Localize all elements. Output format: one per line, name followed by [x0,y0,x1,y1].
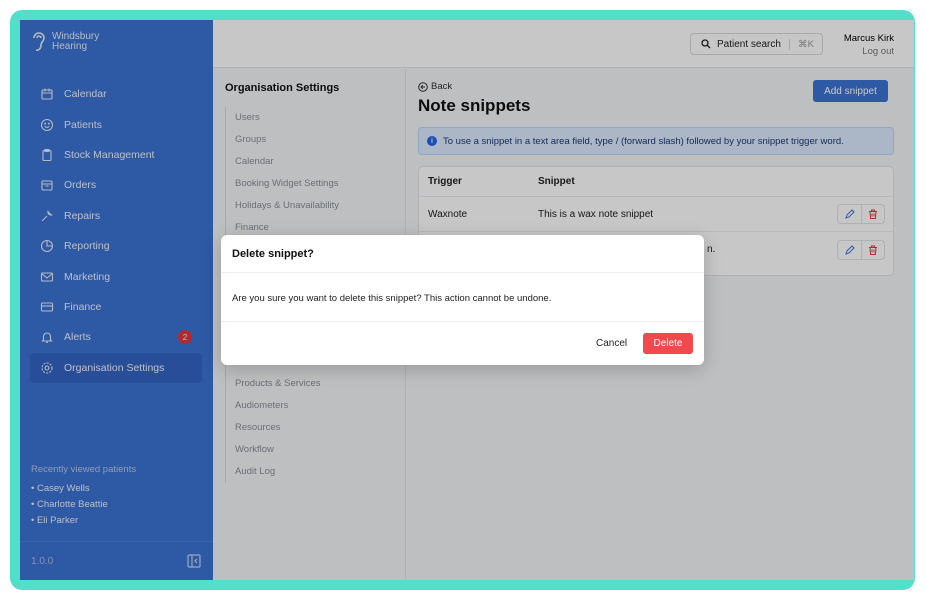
delete-button[interactable] [861,240,884,259]
calendar-icon [41,88,53,100]
delete-snippet-dialog: Delete snippet? Are you sure you want to… [221,235,704,365]
trash-icon [869,245,877,255]
subnav-item[interactable]: Audiometers [235,399,289,411]
sidebar-item-label: Repairs [64,209,101,222]
table-row: n. [419,232,893,267]
table-row: Waxnote This is a wax note snippet [419,197,893,232]
pie-chart-icon [40,240,54,253]
sidebar-item-marketing[interactable]: Marketing [30,261,202,291]
search-shortcut: ⌘K [789,38,822,50]
subnav-item[interactable]: Finance [235,222,269,234]
sidebar-item-repairs[interactable]: Repairs [30,201,202,231]
trash-icon [869,209,877,219]
info-icon: i [427,136,437,146]
sidebar-footer: 1.0.0 [20,541,213,580]
sidebar-item-label: Patients [64,118,102,131]
table-header: Trigger Snippet [419,167,893,197]
logo: Windsbury Hearing [30,30,99,54]
sidebar-item-label: Marketing [64,270,111,283]
sidebar-item-label: Finance [64,300,102,313]
bell-icon [41,332,53,344]
row-trigger: Waxnote [428,208,468,220]
subnav-item[interactable]: Workflow [235,443,274,455]
gear-icon [41,362,53,374]
delete-button[interactable]: Delete [643,333,693,354]
recent-patient[interactable]: • Eli Parker [31,515,79,526]
ear-icon [33,32,45,51]
brand-line-1: Windsbury [52,31,100,42]
cancel-button[interactable]: Cancel [596,338,628,349]
recent-patients: Recently viewed patients • Casey Wells •… [31,464,136,531]
subnav-item[interactable]: Calendar [235,156,274,168]
sidebar-item-alerts[interactable]: Alerts 2 [30,322,202,352]
logout-link[interactable]: Log out [862,46,894,57]
sidebar-item-reporting[interactable]: Reporting [30,231,202,261]
arrow-left-circle-icon [418,81,428,92]
row-snippet: This is a wax note snippet [538,208,654,220]
sidebar-item-finance[interactable]: Finance [30,292,202,322]
subnav-item[interactable]: Users [235,112,260,123]
user-name: Marcus Kirk [843,33,894,44]
box-icon [41,180,53,191]
version: 1.0.0 [31,556,54,567]
sidebar-item-label: Calendar [64,88,107,101]
search-label: Patient search [717,38,781,50]
pencil-icon [844,244,855,255]
dialog-message: Are you sure you want to delete this sni… [221,273,704,322]
search-icon [701,39,711,49]
alerts-badge: 2 [178,330,192,345]
recent-patient[interactable]: • Casey Wells [31,483,90,494]
subnav-item[interactable]: Resources [235,421,281,433]
sidebar: Windsbury Hearing Calendar Patients Stock M… [20,20,213,580]
top-bar: Patient search ⌘K Marcus Kirk Log out [213,20,914,68]
brand-line-2: Hearing [52,41,88,52]
collapse-sidebar-icon[interactable] [187,554,201,568]
row-snippet: n. [707,244,716,255]
edit-button[interactable] [838,241,861,259]
recent-title: Recently viewed patients [31,464,137,475]
wrench-icon [41,209,53,222]
edit-button[interactable] [838,205,861,223]
sidebar-nav: Calendar Patients Stock Management Orders Re… [30,79,202,383]
add-snippet-button[interactable]: Add snippet [813,80,888,102]
patient-search-button[interactable]: Patient search ⌘K [690,33,823,55]
subnav-item[interactable]: Holidays & Unavailability [235,200,340,212]
subnav-item[interactable]: Audit Log [235,465,276,477]
sidebar-item-patients[interactable]: Patients [30,109,202,139]
subnav-title: Organisation Settings [225,82,340,94]
delete-button[interactable] [861,205,884,223]
smile-icon [40,118,54,131]
back-label: Back [431,81,453,92]
sidebar-item-label: Stock Management [64,148,155,161]
recent-patient[interactable]: • Charlotte Beattie [31,499,108,510]
sidebar-item-organisation-settings[interactable]: Organisation Settings [30,352,202,383]
column-trigger: Trigger [428,176,462,187]
row-actions [837,239,885,260]
info-banner: i To use a snippet in a text area field,… [418,127,894,155]
page-title: Note snippets [418,96,531,115]
credit-card-icon [40,302,54,312]
dialog-title: Delete snippet? [221,235,704,273]
column-snippet: Snippet [538,176,575,187]
sidebar-item-orders[interactable]: Orders [30,170,202,200]
sidebar-item-calendar[interactable]: Calendar [30,79,202,109]
clipboard-icon [42,148,52,162]
sidebar-item-label: Orders [64,179,97,192]
user-menu: Marcus Kirk Log out [844,32,894,58]
subnav-item[interactable]: Groups [235,134,267,146]
subnav-item[interactable]: Booking Widget Settings [235,178,339,190]
info-text: To use a snippet in a text area field, t… [443,135,844,147]
row-actions [837,204,885,224]
sidebar-item-stock-management[interactable]: Stock Management [30,140,202,170]
subnav-item[interactable]: Products & Services [235,377,321,389]
sidebar-item-label: Reporting [64,240,110,253]
pencil-icon [844,209,855,219]
sidebar-item-label: Organisation Settings [64,361,165,374]
mail-icon [40,271,54,282]
back-link[interactable]: Back [418,81,452,92]
sidebar-item-label: Alerts [64,331,91,344]
